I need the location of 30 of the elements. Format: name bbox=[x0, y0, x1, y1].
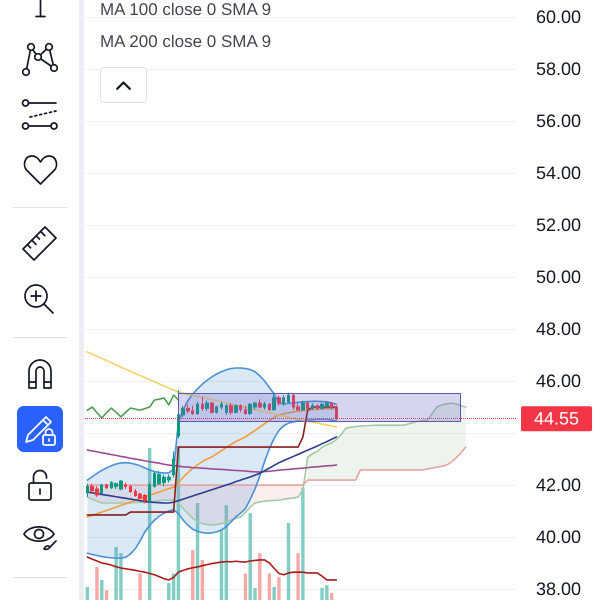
candlestick bbox=[105, 483, 108, 490]
y-tick-label: 46.00 bbox=[536, 371, 582, 392]
line-series bbox=[86, 449, 338, 473]
line-series bbox=[86, 402, 467, 526]
line-series bbox=[86, 556, 338, 581]
line-series bbox=[86, 367, 338, 481]
candlestick bbox=[100, 483, 103, 495]
y-tick-label: 38.00 bbox=[536, 579, 582, 600]
line-series bbox=[86, 446, 467, 486]
ref-line-label: 44.55 bbox=[534, 408, 580, 429]
line-series bbox=[86, 351, 338, 428]
line-series bbox=[86, 436, 338, 504]
annotation: MA 200 close 0 SMA 9 bbox=[100, 32, 272, 52]
y-tick-label: 48.00 bbox=[536, 319, 582, 339]
y-tick-label: 58.00 bbox=[536, 58, 582, 79]
candlestick bbox=[148, 482, 151, 502]
candlestick bbox=[129, 484, 132, 494]
y-tick-label: 56.00 bbox=[536, 110, 582, 131]
candlestick bbox=[124, 482, 127, 490]
line-series bbox=[86, 394, 180, 419]
candlestick bbox=[172, 450, 175, 478]
line-series bbox=[86, 418, 338, 559]
annotation: MA 100 close 0 SMA 9 bbox=[100, 0, 272, 20]
y-tick-label: 60.00 bbox=[536, 6, 582, 27]
y-tick-label: 52.00 bbox=[536, 214, 582, 235]
y-tick-label: 40.00 bbox=[536, 527, 582, 548]
y-tick-label: 50.00 bbox=[536, 266, 582, 287]
candlestick bbox=[86, 483, 89, 498]
y-tick-label: 54.00 bbox=[536, 162, 582, 183]
y-tick-label: 42.00 bbox=[536, 475, 582, 496]
